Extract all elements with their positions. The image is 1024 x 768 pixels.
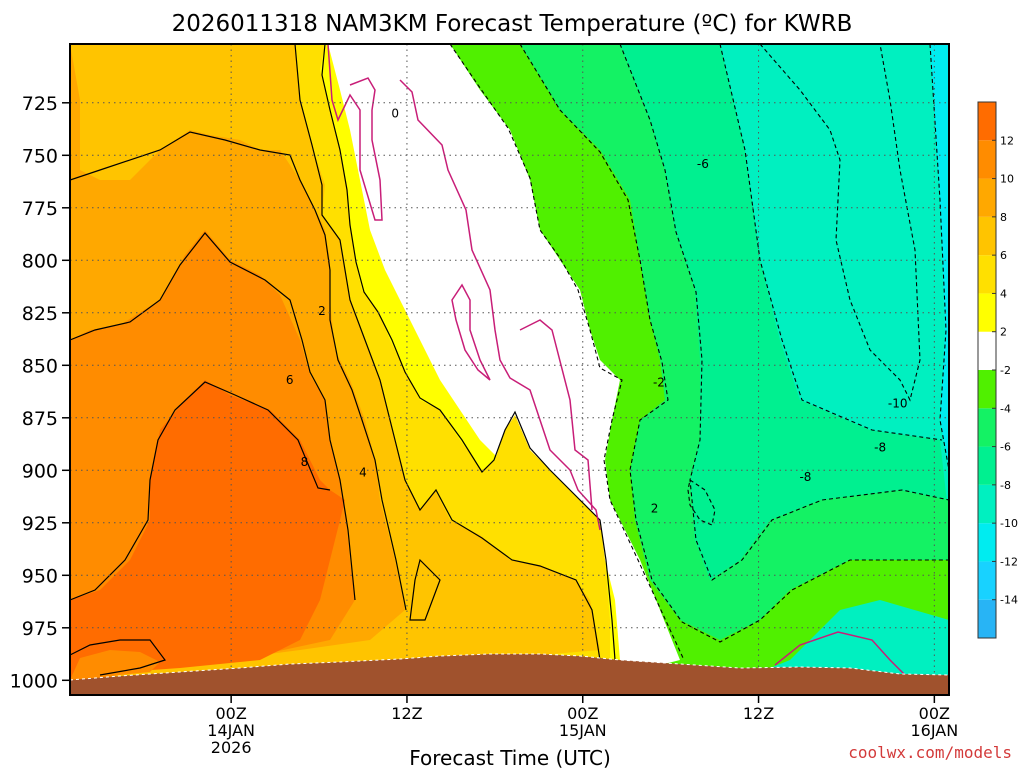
contour-label: 4 <box>359 466 367 480</box>
isotherm-zero <box>399 79 601 531</box>
colorbar-label: -14 <box>1000 594 1018 607</box>
y-tick-label: 1000 <box>10 670 58 692</box>
temp-region-t-8-10 <box>70 650 160 680</box>
contour-label: 2 <box>318 304 326 318</box>
x-tick-label: 12Z <box>743 704 774 723</box>
colorbar-label: 6 <box>1000 249 1007 262</box>
colorbar-swatch <box>978 178 996 217</box>
colorbar-swatch <box>978 446 996 485</box>
y-tick-label: 800 <box>22 250 58 272</box>
contour-label: -10 <box>888 396 908 410</box>
temp-region-t-ge-10 <box>70 380 345 680</box>
x-tick-label: 12Z <box>391 704 422 723</box>
y-tick-label: 850 <box>22 355 58 377</box>
credit-text: coolwx.com/models <box>848 743 1012 762</box>
x-tick-label: 2026 <box>211 738 252 757</box>
colorbar-swatch <box>978 331 996 370</box>
contour-label: -8 <box>799 470 811 484</box>
colorbar-swatch <box>978 102 996 141</box>
contour-label: -2 <box>653 375 665 389</box>
colorbar-swatch <box>978 523 996 562</box>
colorbar-label: -2 <box>1000 364 1011 377</box>
ground-terrain <box>70 653 949 695</box>
x-tick-label: 00Z <box>567 704 598 723</box>
x-axis-label: Forecast Time (UTC) <box>409 746 611 768</box>
y-tick-label: 925 <box>22 513 58 535</box>
colorbar-swatch <box>978 561 996 600</box>
isotherm-positive <box>294 44 601 661</box>
contour-label: 0 <box>391 107 399 121</box>
isotherm-zero <box>519 319 593 511</box>
x-tick-label: 00Z <box>919 704 950 723</box>
isotherm-zero <box>327 44 383 221</box>
colorbar-legend: -14 -12 -10 -8 -6 -4 -2 2 4 6 8 10 12 <box>977 101 1018 639</box>
colorbar-swatch <box>978 293 996 332</box>
colorbar-label: -4 <box>1000 402 1011 415</box>
colorbar-swatch <box>978 599 996 638</box>
y-tick-label: 975 <box>22 618 58 640</box>
terrain-ground <box>70 653 949 695</box>
colorbar-label: -6 <box>1000 441 1011 454</box>
plot-frame <box>69 43 950 696</box>
y-tick-label: 775 <box>22 198 58 220</box>
colorbar-swatch <box>978 140 996 179</box>
y-tick-label: 900 <box>22 460 58 482</box>
colorbar-swatch <box>978 408 996 447</box>
x-tick-label: 15JAN <box>559 721 607 740</box>
isotherm-negative <box>687 479 716 526</box>
isotherm-positive <box>70 131 407 611</box>
isotherm-positive <box>70 232 356 601</box>
isotherm-negative <box>449 44 685 661</box>
isotherm-zero <box>774 631 906 676</box>
colorbar-swatch <box>978 484 996 524</box>
contour-label: 2 <box>651 501 659 515</box>
y-tick-label: 725 <box>22 93 58 115</box>
y-tick-label: 750 <box>22 145 58 167</box>
y-tick-label: 950 <box>22 565 58 587</box>
temperature-field <box>70 44 949 695</box>
temperature-contours <box>70 44 949 676</box>
isotherm-negative <box>929 44 949 471</box>
colorbar-swatch <box>978 255 996 294</box>
x-tick-label: 16JAN <box>910 721 958 740</box>
colorbar-label: 12 <box>1000 134 1014 147</box>
colorbar-label: 10 <box>1000 173 1014 186</box>
contour-label: 8 <box>301 455 309 469</box>
y-tick-label: 825 <box>22 303 58 325</box>
contour-label: -8 <box>874 440 886 454</box>
contour-labels: 0 -6 2 6 -2 -10 -8 8 4 -8 2 <box>286 107 908 516</box>
colorbar-label: 4 <box>1000 287 1007 300</box>
isotherm-positive <box>70 639 166 676</box>
colorbar-swatch <box>978 216 996 256</box>
isotherm-positive <box>321 44 616 661</box>
y-tick-label: 875 <box>22 408 58 430</box>
contour-label: 6 <box>286 373 294 387</box>
isotherm-zero <box>451 283 491 381</box>
isotherm-positive <box>409 558 441 621</box>
x-tick-label: 14JAN <box>207 721 255 740</box>
colorbar-label: -10 <box>1000 517 1018 530</box>
colorbar-swatch <box>978 370 996 409</box>
y-axis: 725 750 775 800 825 850 875 900 925 950 975 1000 <box>10 93 70 692</box>
isotherm-positive <box>70 381 331 601</box>
colorbar-label: -8 <box>1000 479 1011 492</box>
chart-title: 2026011318 NAM3KM Forecast Temperature (… <box>172 11 853 37</box>
isotherm-negative <box>719 44 943 441</box>
colorbar-label: 8 <box>1000 211 1007 224</box>
x-tick-label: 00Z <box>215 704 246 723</box>
colorbar-label: -12 <box>1000 555 1018 568</box>
colorbar-label: 2 <box>1000 326 1007 339</box>
contour-label: -6 <box>697 157 709 171</box>
